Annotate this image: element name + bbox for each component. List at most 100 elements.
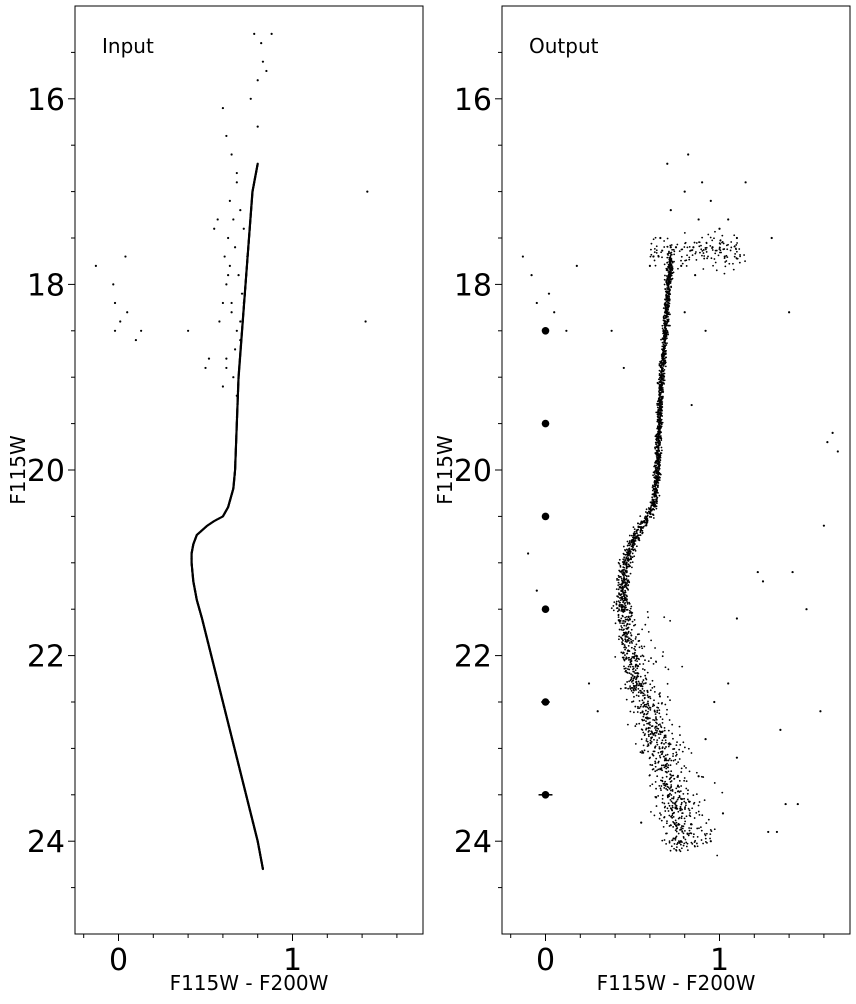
observed-point: [647, 630, 650, 633]
observed-point: [663, 759, 666, 762]
scatter-point: [221, 385, 224, 388]
observed-point: [627, 687, 630, 690]
observed-point: [669, 743, 672, 746]
observed-point: [666, 785, 669, 788]
observed-point: [662, 367, 664, 370]
observed-point: [659, 388, 662, 391]
scatter-point: [126, 311, 129, 314]
scatter-point: [791, 570, 794, 574]
observed-point: [615, 600, 618, 603]
observed-point: [627, 665, 630, 668]
observed-point: [655, 757, 658, 760]
observed-point: [665, 832, 667, 835]
observed-point: [685, 845, 688, 848]
observed-point: [662, 755, 665, 758]
y-tick-label: 18: [454, 268, 492, 303]
observed-point: [665, 297, 668, 300]
observed-point: [626, 555, 629, 557]
observed-point: [659, 408, 662, 410]
observed-point: [655, 445, 658, 448]
observed-point: [659, 403, 662, 405]
observed-point: [657, 733, 660, 735]
observed-point: [627, 579, 630, 582]
observed-point: [663, 337, 666, 340]
observed-point: [626, 540, 629, 543]
observed-point: [693, 817, 696, 819]
observed-point: [657, 795, 660, 797]
observed-point: [666, 762, 668, 765]
observed-point: [660, 789, 662, 792]
observed-point: [641, 752, 643, 754]
observed-point: [625, 563, 628, 565]
observed-point: [674, 758, 677, 761]
observed-point: [642, 702, 644, 705]
observed-point: [623, 603, 626, 605]
observed-point: [661, 409, 663, 412]
y-tick-label: 22: [454, 640, 492, 675]
scatter-point: [610, 329, 613, 332]
scatter-point: [735, 236, 739, 240]
observed-point: [654, 762, 657, 765]
observed-point: [735, 250, 738, 253]
observed-point: [675, 805, 678, 807]
observed-point: [670, 815, 673, 818]
observed-point: [631, 620, 634, 623]
observed-point: [683, 246, 686, 248]
observed-point: [666, 708, 668, 711]
observed-point: [654, 746, 656, 749]
observed-point: [657, 438, 660, 440]
observed-point: [654, 713, 657, 716]
scatter-point: [228, 199, 231, 202]
observed-point: [672, 737, 674, 740]
observed-point: [661, 449, 663, 452]
observed-point: [705, 241, 708, 244]
scatter-point: [704, 329, 707, 332]
observed-point: [615, 602, 618, 605]
observed-point: [659, 692, 661, 694]
observed-point: [629, 665, 632, 668]
observed-point: [660, 726, 663, 729]
observed-point: [625, 646, 628, 649]
observed-point: [679, 843, 682, 846]
scatter-point: [727, 682, 730, 685]
observed-point: [646, 691, 649, 694]
observed-point: [653, 495, 656, 498]
observed-point: [654, 727, 656, 729]
scatter-point: [204, 366, 207, 370]
observed-point: [622, 633, 625, 636]
observed-point: [641, 521, 644, 524]
observed-point: [625, 599, 628, 602]
observed-point: [658, 396, 661, 398]
observed-point: [623, 580, 626, 582]
observed-point: [649, 683, 652, 686]
observed-point: [645, 739, 648, 742]
observed-point: [684, 801, 687, 804]
observed-point: [658, 784, 661, 787]
observed-point: [621, 581, 624, 583]
observed-point: [655, 796, 658, 798]
y-tick-label: 24: [27, 825, 65, 860]
observed-point: [640, 728, 643, 731]
scatter-point: [596, 710, 599, 713]
observed-point: [630, 541, 633, 543]
observed-point: [656, 420, 659, 423]
observed-point: [639, 685, 642, 687]
observed-point: [718, 248, 721, 250]
observed-point: [692, 802, 695, 805]
observed-point: [649, 763, 652, 766]
observed-point: [711, 249, 714, 251]
observed-point: [625, 575, 628, 577]
observed-point: [703, 833, 706, 835]
observed-point: [688, 814, 691, 817]
observed-point: [618, 569, 621, 572]
observed-point: [644, 659, 646, 662]
observed-point: [630, 638, 632, 641]
observed-point: [662, 365, 665, 367]
observed-point: [641, 685, 644, 688]
observed-point: [660, 819, 663, 822]
observed-point: [730, 246, 733, 249]
observed-point: [660, 338, 662, 341]
observed-point: [659, 404, 661, 407]
observed-point: [700, 244, 702, 247]
observed-point: [739, 255, 742, 258]
